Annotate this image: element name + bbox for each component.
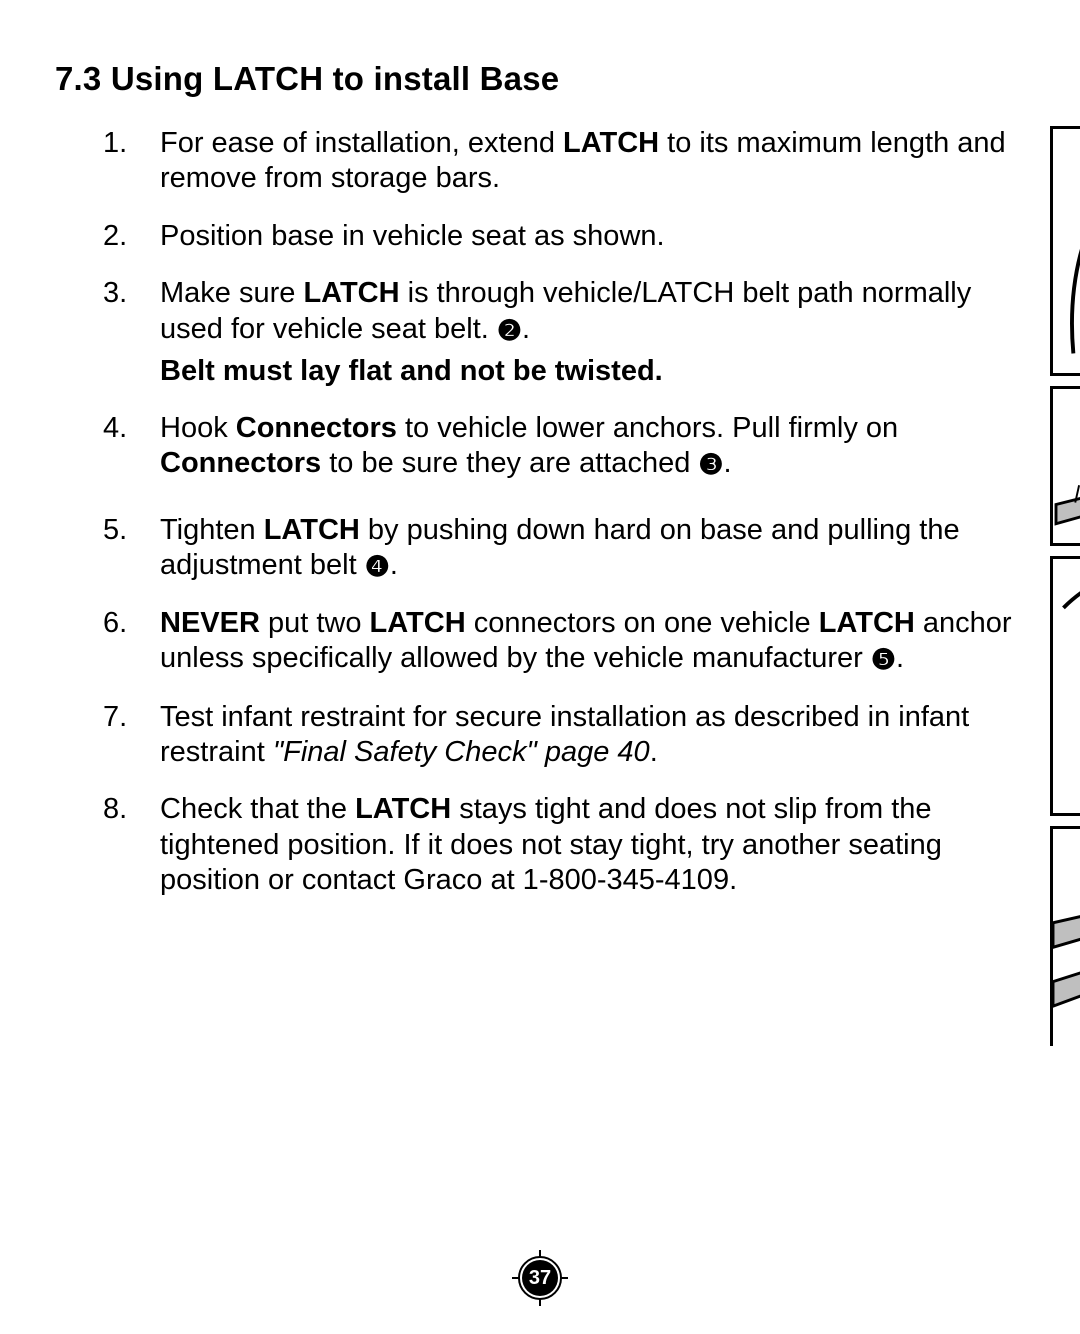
- content-row: For ease of installation, extend LATCH t…: [55, 126, 1050, 1056]
- figures-column: ❷ ❸: [1050, 126, 1080, 1056]
- figure-4: ❹: [1050, 556, 1080, 816]
- belt-warning: Belt must lay flat and not be twisted.: [160, 354, 1040, 389]
- latch-term: LATCH: [370, 607, 466, 639]
- page-number: 37: [518, 1256, 562, 1300]
- step-text: .: [650, 736, 658, 768]
- step-text: Hook: [160, 412, 236, 444]
- step-2: Position base in vehicle seat as shown.: [55, 219, 1040, 254]
- figure-3-illustration: [1053, 389, 1080, 543]
- connectors-term: Connectors: [236, 412, 397, 444]
- step-6: NEVER put two LATCH connectors on one ve…: [55, 606, 1040, 678]
- page-number-badge: 37: [518, 1256, 562, 1300]
- latch-term: LATCH: [355, 793, 451, 825]
- step-7: Test infant restraint for secure install…: [55, 700, 1040, 771]
- step-text: connectors on one vehicle: [466, 607, 819, 639]
- step-text: Check that the: [160, 793, 355, 825]
- period: .: [896, 642, 904, 674]
- step-text: to vehicle lower anchors. Pull firmly on: [397, 412, 898, 444]
- step-1: For ease of installation, extend LATCH t…: [55, 126, 1040, 197]
- figure-3: ❸: [1050, 386, 1080, 546]
- manual-page: 7.3 Using LATCH to install Base For ease…: [0, 0, 1080, 1334]
- figure-2: ❷: [1050, 126, 1080, 376]
- latch-term: LATCH: [819, 607, 915, 639]
- step-text: put two: [260, 607, 370, 639]
- latch-term: LATCH: [563, 127, 659, 159]
- step-5: Tighten LATCH by pushing down hard on ba…: [55, 513, 1040, 585]
- latch-term: LATCH: [303, 277, 399, 309]
- latch-term: LATCH: [264, 514, 360, 546]
- step-3: Make sure LATCH is through vehicle/LATCH…: [55, 276, 1040, 389]
- never-term: NEVER: [160, 607, 260, 639]
- figure-2-illustration: [1053, 129, 1080, 373]
- period: .: [724, 447, 732, 479]
- connectors-term: Connectors: [160, 447, 321, 479]
- ref-2-icon: ❷: [497, 314, 522, 348]
- crossref: "Final Safety Check" page 40: [273, 736, 650, 768]
- period: .: [522, 313, 530, 345]
- step-text: For ease of installation, extend: [160, 127, 563, 159]
- figure-4-illustration: [1053, 559, 1080, 813]
- ref-4-icon: ❹: [365, 550, 390, 584]
- figure-5-illustration: [1053, 829, 1080, 1046]
- period: .: [390, 549, 398, 581]
- figure-5: ❺: [1050, 826, 1080, 1046]
- step-text: Make sure: [160, 277, 303, 309]
- section-heading: 7.3 Using LATCH to install Base: [55, 60, 1050, 98]
- ref-3-icon: ❸: [698, 448, 723, 482]
- step-8: Check that the LATCH stays tight and doe…: [55, 792, 1040, 898]
- instructions-column: For ease of installation, extend LATCH t…: [55, 126, 1050, 921]
- steps-list: For ease of installation, extend LATCH t…: [55, 126, 1040, 899]
- step-4: Hook Connectors to vehicle lower anchors…: [55, 411, 1040, 483]
- ref-5-icon: ❺: [871, 643, 896, 677]
- step-text: to be sure they are attached: [321, 447, 698, 479]
- step-text: Position base in vehicle seat as shown.: [160, 220, 665, 252]
- step-text: Tighten: [160, 514, 264, 546]
